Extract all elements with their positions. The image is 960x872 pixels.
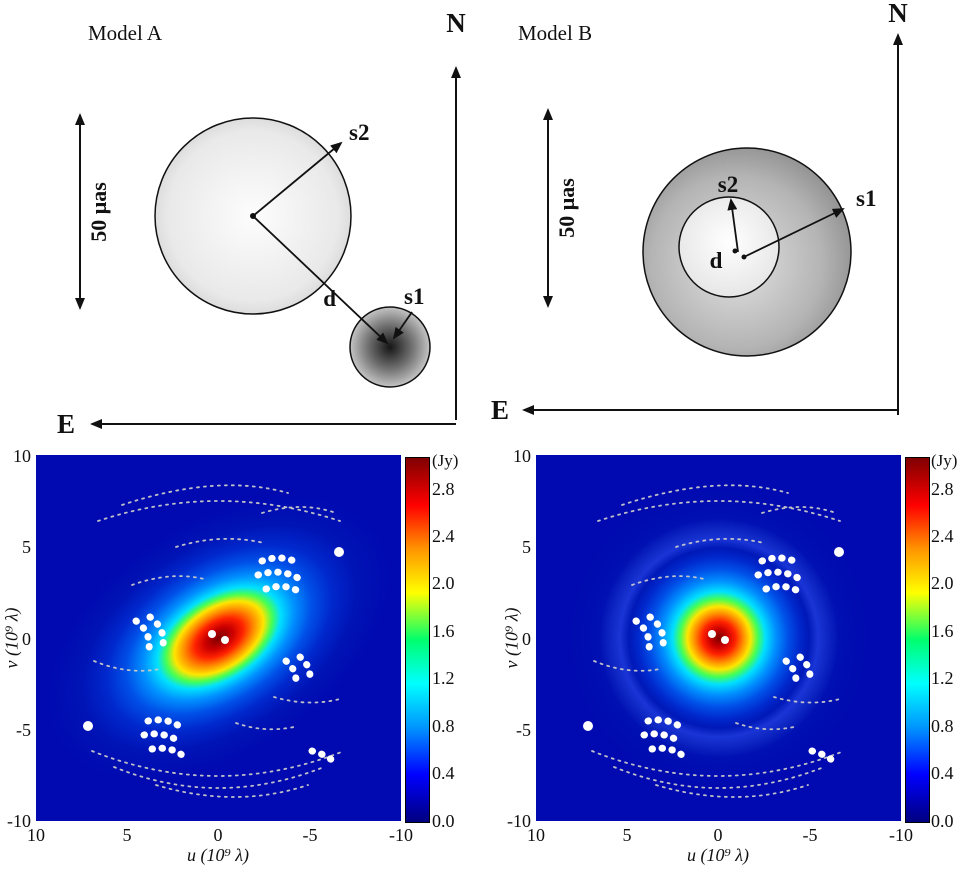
plot-a-cbtick: 1.6 [432,621,455,641]
plot-a-ytick: 5 [22,537,31,557]
plot-a-ytick: 0 [22,629,31,649]
plot-a-xlabel: u (10⁹ λ) [186,845,250,865]
plot-b-xtick: 10 [527,825,545,845]
plot-b-xlabel: u (10⁹ λ) [686,845,750,865]
model-b-inner-circle [678,196,780,298]
plot-a-cbtick: 2.4 [432,526,455,546]
model-b-title: Model B [518,21,592,45]
plot-b-ytick: 5 [522,537,531,557]
plot-b-cbtick: 2.0 [931,573,954,593]
model-b-heatmap [536,455,901,821]
plot-a-xtick: 5 [122,825,132,845]
model-a-d-label: d [323,286,336,311]
plot-b-cbtick: 0.0 [931,811,954,831]
model-b-diagram: Model B 50 μas s2 s1 d N E [491,0,908,425]
model-a-diagram: Model A 50 μas s2 d s1 N E [57,8,466,439]
plot-a-cbtick: 1.2 [432,668,455,688]
model-a-scalebar-label: 50 μas [86,182,111,242]
plot-a-colorbar-unit: (Jy) [432,451,459,470]
plot-b-cbtick: 0.4 [931,763,954,783]
plot-b-xtick: -5 [802,825,818,845]
model-a-s2-label: s2 [349,120,369,145]
model-b-center-dot-1 [732,248,738,254]
plot-a-xtick: -10 [389,825,413,845]
model-b-scalebar-label: 50 μas [554,178,579,238]
plot-a-xtick: -5 [302,825,318,845]
model-b-visibility-blob [568,488,869,788]
plot-b-ytick: 10 [513,446,531,466]
model-b-s1-label: s1 [856,186,876,211]
model-b-east-label: E [491,395,509,425]
model-diagrams: Model A 50 μas s2 d s1 N E Model B 50 μa… [57,0,908,439]
plot-a-cbtick: 2.0 [432,573,455,593]
plot-a-ylabel: v (10⁹ λ) [1,607,22,669]
plot-a-ytick: 10 [13,446,31,466]
model-b-d-label: d [710,248,723,273]
plot-b-ytick: -10 [507,811,531,831]
plot-a-cbtick: 0.8 [432,716,455,736]
plot-b-xtick: 0 [713,825,723,845]
plot-a-cbtick: 0.4 [432,763,455,783]
plot-b-colorbar [905,457,930,823]
plot-b-colorbar-unit: (Jy) [931,451,958,470]
model-a-visibility-blob [36,455,401,821]
plot-b-ytick: -5 [516,720,531,740]
plot-b-cbtick: 1.2 [931,668,954,688]
plot-b-cbtick: 1.6 [931,621,954,641]
plot-b-xtick: -10 [889,825,913,845]
model-a-east-label: E [57,409,75,439]
plot-b-cbtick: 2.8 [931,479,954,499]
plot-a-cbtick: 0.0 [432,811,455,831]
model-b-north-label: N [888,0,908,28]
plot-a-xtick: 0 [213,825,223,845]
model-a-s2-arrow [252,141,343,217]
plot-a-colorbar [405,457,430,823]
model-a-s1-arrow [392,311,413,340]
model-a-s1-label: s1 [404,284,424,309]
plot-a-cbtick: 2.8 [432,479,455,499]
model-a-heatmap [36,455,401,821]
model-a-title: Model A [88,21,163,45]
model-b-s1-arrow [743,208,845,258]
model-b-s2-arrow [727,198,739,253]
plot-b-ylabel: v (10⁹ λ) [501,607,522,669]
plot-a-ytick: -5 [16,720,31,740]
model-b-s2-label: s2 [718,172,738,197]
plot-b-ytick: 0 [522,629,531,649]
plot-b-xtick: 5 [622,825,632,845]
plot-a-ytick: -10 [7,811,31,831]
model-a-d-arrow [252,215,389,345]
plot-b-cbtick: 2.4 [931,526,954,546]
plot-a-xtick: 10 [27,825,45,845]
model-a-north-label: N [446,8,466,38]
plot-b-cbtick: 0.8 [931,716,954,736]
